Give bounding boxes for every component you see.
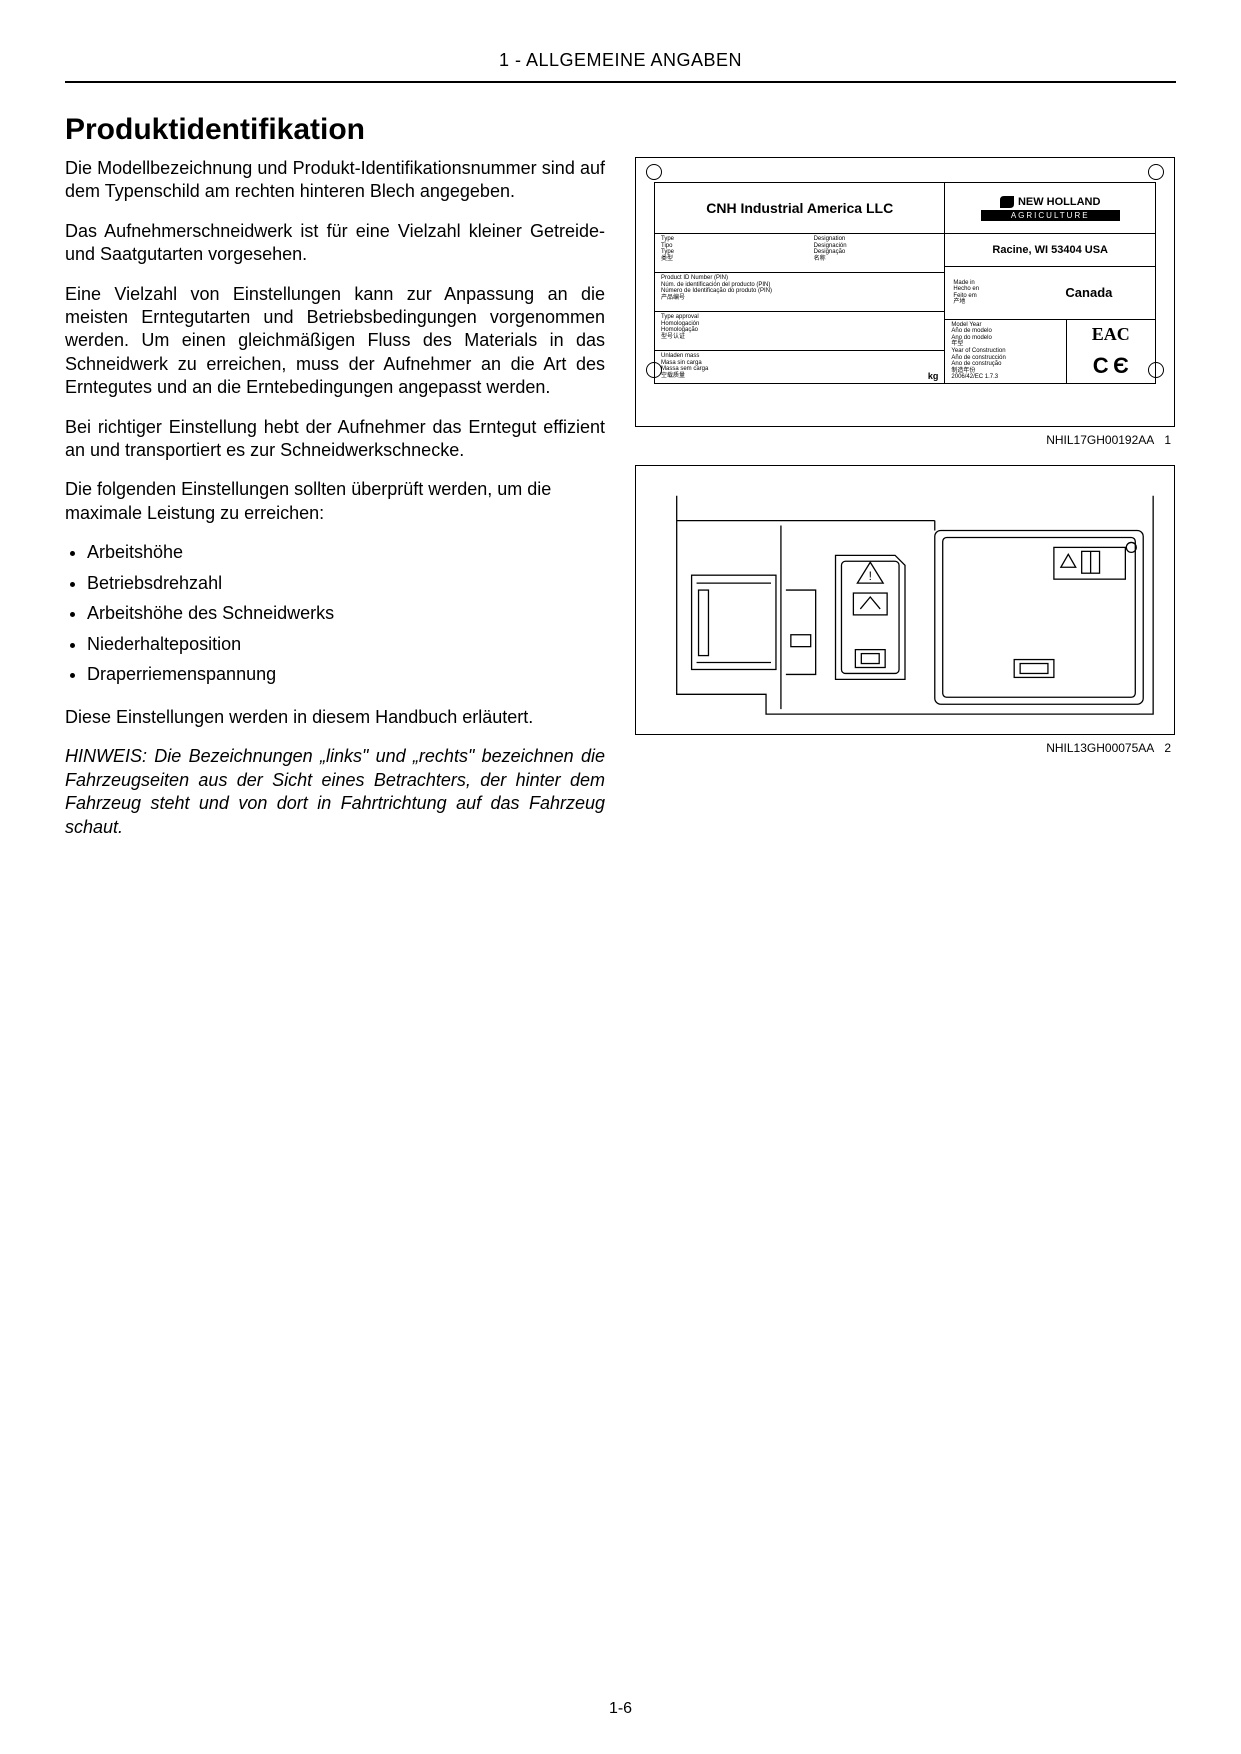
mounting-hole-icon	[1148, 164, 1164, 180]
nameplate-field-labels: Model Year Año de modelo Ano do modelo 年…	[945, 320, 1066, 383]
section-header: 1 - ALLGEMEINE ANGABEN	[65, 50, 1176, 71]
brand-icon	[1000, 196, 1014, 208]
paragraph: Das Aufnehmerschneidwerk ist für eine Vi…	[65, 220, 605, 267]
page-number: 1-6	[0, 1700, 1241, 1718]
nameplate-company: CNH Industrial America LLC	[655, 183, 944, 234]
note-paragraph: HINWEIS: Die Bezeichnungen „links" und „…	[65, 745, 605, 839]
brand-logo: NEW HOLLAND AGRICULTURE	[945, 183, 1155, 234]
nameplate-field-labels: Type Tipo Type 类型	[661, 236, 814, 270]
mounting-hole-icon	[646, 164, 662, 180]
figure-caption: NHIL17GH00192AA 1	[635, 433, 1171, 447]
list-item: Betriebsdrehzahl	[87, 568, 605, 599]
nameplate-field-labels: Designation Designación Designação 名称	[814, 236, 939, 270]
paragraph: Eine Vielzahl von Einstellungen kann zur…	[65, 283, 605, 400]
figure-caption: NHIL13GH00075AA 2	[635, 741, 1171, 755]
list-item: Arbeitshöhe des Schneidwerks	[87, 598, 605, 629]
paragraph: Diese Einstellungen werden in diesem Han…	[65, 706, 605, 729]
eac-mark-icon: EAC	[1092, 324, 1130, 345]
settings-list: Arbeitshöhe Betriebsdrehzahl Arbeitshöhe…	[65, 537, 605, 690]
nameplate-unit: kg	[883, 353, 938, 381]
paragraph: Die Modellbezeichnung und Produkt-Identi…	[65, 157, 605, 204]
ce-mark-icon: C Є	[1093, 353, 1129, 379]
bullet-intro: Die folgenden Einstellungen sollten über…	[65, 478, 605, 525]
machine-diagram: !	[635, 465, 1175, 735]
nameplate-address: Racine, WI 53404 USA	[945, 234, 1155, 267]
machine-line-art: !	[636, 466, 1174, 734]
nameplate-figure: CNH Industrial America LLC Type Tipo Typ…	[635, 157, 1175, 427]
header-rule	[65, 81, 1176, 83]
nameplate-made-in: Made in Hecho en Feito em 产地 Canada	[945, 267, 1155, 320]
nameplate-field-labels: Unladen mass Masa sin carga Massa sem ca…	[661, 353, 883, 381]
list-item: Niederhalteposition	[87, 629, 605, 660]
list-item: Arbeitshöhe	[87, 537, 605, 568]
list-item: Draperriemenspannung	[87, 659, 605, 690]
nameplate-field-labels: Type approval Homologación Homologação 型…	[661, 314, 938, 348]
svg-text:!: !	[869, 569, 872, 583]
page-title: Produktidentifikation	[65, 113, 1176, 147]
figure-column: CNH Industrial America LLC Type Tipo Typ…	[635, 157, 1175, 855]
paragraph: Bei richtiger Einstellung hebt der Aufne…	[65, 416, 605, 463]
nameplate-field-labels: Product ID Number (PIN) Núm. de identifi…	[661, 275, 938, 309]
text-column: Die Modellbezeichnung und Produkt-Identi…	[65, 157, 605, 855]
